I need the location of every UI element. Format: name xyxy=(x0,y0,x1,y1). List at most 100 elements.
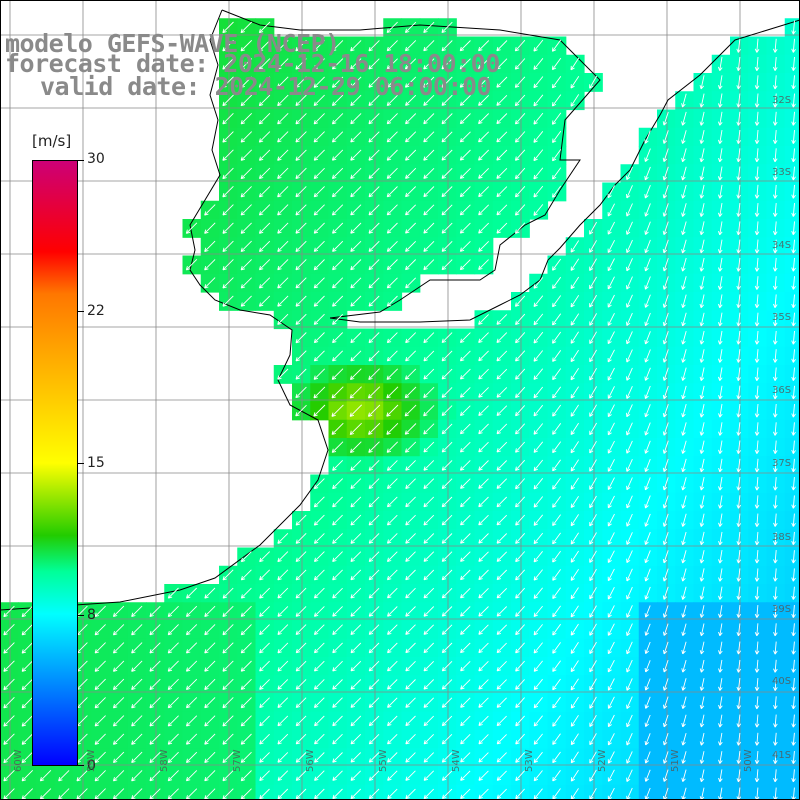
wind-arrow xyxy=(791,678,796,691)
wind-arrow xyxy=(460,551,471,562)
wind-arrow xyxy=(773,696,778,710)
wind-arrow xyxy=(259,624,270,636)
wind-arrow xyxy=(754,148,760,163)
wind-arrow xyxy=(367,386,381,399)
wind-arrow xyxy=(773,531,778,546)
wind-arrow xyxy=(589,331,597,344)
wind-arrow xyxy=(514,204,526,216)
wind-arrow xyxy=(533,770,543,782)
wind-arrow xyxy=(423,496,435,508)
wind-arrow xyxy=(514,39,526,52)
wind-arrow xyxy=(405,679,416,690)
wind-arrow xyxy=(551,57,562,71)
wind-arrow xyxy=(405,752,416,763)
wind-arrow xyxy=(681,513,687,527)
wind-arrow xyxy=(3,733,15,745)
wind-cell xyxy=(292,365,311,384)
wind-cell xyxy=(292,620,311,640)
wind-arrow xyxy=(331,167,344,180)
wind-arrow xyxy=(552,514,561,527)
wind-arrow xyxy=(313,386,326,399)
wind-cell xyxy=(401,784,421,800)
wind-arrow xyxy=(405,587,416,599)
wind-arrow xyxy=(626,276,633,290)
lon-label: 50W xyxy=(743,749,754,772)
wind-arrow xyxy=(626,532,633,545)
wind-arrow xyxy=(277,149,289,161)
wind-arrow xyxy=(441,240,453,252)
wind-arrow xyxy=(681,385,687,400)
wind-arrow xyxy=(681,696,687,710)
wind-arrow xyxy=(240,259,252,271)
wind-arrow xyxy=(404,423,417,435)
wind-arrow xyxy=(662,458,669,473)
wind-arrow xyxy=(185,788,198,800)
wind-cell xyxy=(474,328,494,348)
wind-arrow xyxy=(718,769,723,783)
wind-arrow xyxy=(754,769,760,783)
border-line xyxy=(221,9,601,319)
wind-arrow xyxy=(644,458,651,473)
wind-cell xyxy=(36,766,56,786)
wind-arrow xyxy=(368,697,380,708)
wind-arrow xyxy=(533,715,543,727)
wind-cell xyxy=(346,456,366,476)
wind-arrow xyxy=(717,221,723,236)
wind-arrow xyxy=(515,733,525,745)
wind-cell xyxy=(292,730,311,749)
wind-arrow xyxy=(405,478,416,490)
wind-arrow xyxy=(570,75,580,89)
wind-arrow xyxy=(222,295,234,307)
wind-cell xyxy=(237,200,257,220)
wind-arrow xyxy=(570,733,579,746)
wind-arrow xyxy=(552,423,562,435)
wind-arrow xyxy=(791,605,796,618)
wind-arrow xyxy=(496,642,507,654)
wind-arrow xyxy=(350,94,362,107)
wind-arrow xyxy=(552,386,562,399)
wind-arrow xyxy=(368,422,381,435)
wind-arrow xyxy=(368,167,380,179)
wind-arrow xyxy=(772,330,778,345)
wind-arrow xyxy=(772,184,778,199)
wind-arrow xyxy=(94,751,106,764)
wind-arrow xyxy=(240,569,252,581)
wind-arrow xyxy=(496,460,508,471)
wind-arrow xyxy=(423,386,435,399)
wind-arrow xyxy=(736,531,742,546)
wind-arrow xyxy=(459,149,471,161)
wind-arrow xyxy=(514,94,526,107)
wind-arrow xyxy=(295,697,307,709)
wind-arrow xyxy=(167,678,179,691)
wind-arrow xyxy=(478,533,489,544)
wind-arrow xyxy=(441,587,453,599)
wind-arrow xyxy=(552,295,562,308)
wind-arrow xyxy=(441,441,453,453)
wind-arrow xyxy=(754,129,760,144)
wind-cell xyxy=(511,36,530,56)
wind-cell xyxy=(219,620,238,640)
coastline xyxy=(329,19,800,323)
wind-arrow xyxy=(240,131,253,143)
wind-arrow xyxy=(350,131,362,143)
wind-arrow xyxy=(368,204,380,216)
wind-arrow xyxy=(773,440,778,454)
wind-arrow xyxy=(459,167,471,179)
wind-arrow xyxy=(626,714,633,728)
wind-arrow xyxy=(754,75,760,90)
wind-arrow xyxy=(313,679,325,690)
wind-arrow xyxy=(551,94,562,107)
wind-arrow xyxy=(459,40,471,52)
wind-arrow xyxy=(368,76,380,88)
wind-cell xyxy=(328,547,348,567)
wind-arrow xyxy=(681,659,687,673)
wind-arrow xyxy=(295,606,307,617)
wind-arrow xyxy=(496,76,508,88)
wind-cell xyxy=(401,620,421,640)
wind-cell xyxy=(383,419,403,439)
wind-arrow xyxy=(350,715,362,727)
wind-arrow xyxy=(349,441,362,454)
wind-arrow xyxy=(496,58,508,70)
wind-arrow xyxy=(718,568,723,582)
wind-arrow xyxy=(662,769,669,782)
